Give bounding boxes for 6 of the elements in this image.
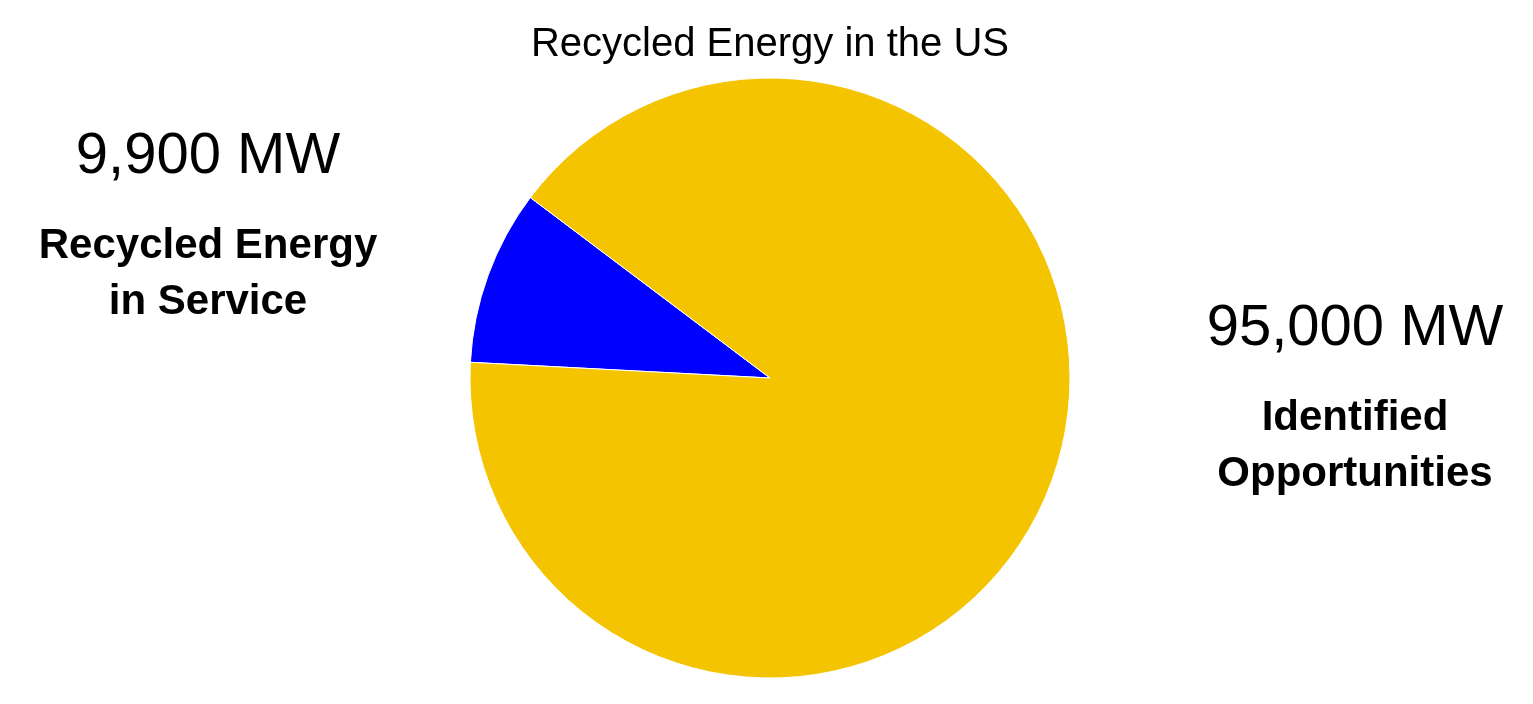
pie-slice (469, 77, 1071, 678)
data-label: 9,900 MW (75, 120, 341, 185)
data-label: 95,000 MW (1206, 292, 1504, 357)
slice-label: Recycled Energy in Service (38, 220, 378, 323)
chart-title: Recycled Energy in the US (530, 20, 1010, 64)
slice-label: Identified Opportunities (1217, 392, 1493, 495)
